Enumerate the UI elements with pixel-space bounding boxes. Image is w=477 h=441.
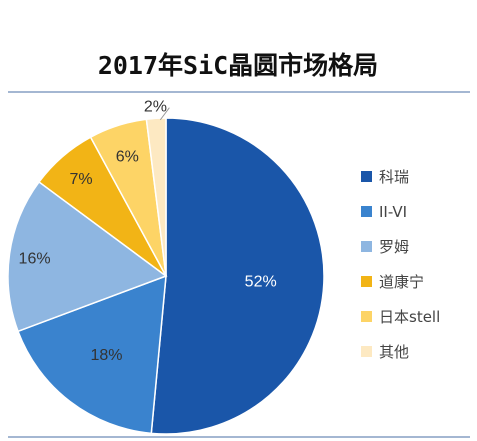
legend-label: 日本stell: [379, 308, 440, 326]
legend-label: II-VI: [379, 203, 407, 221]
slice-value-label: 16%: [19, 250, 51, 267]
legend-label: 其他: [379, 343, 409, 361]
legend-swatch: [361, 276, 372, 287]
legend-swatch: [361, 171, 372, 182]
slice-value-label: 18%: [90, 347, 122, 364]
pie-slice: [17, 274, 167, 435]
leader-line: [159, 107, 170, 121]
slice-value-label: 7%: [69, 171, 92, 188]
legend-swatch: [361, 311, 372, 322]
pie: [7, 117, 325, 435]
legend-label: 罗姆: [379, 238, 409, 256]
legend-swatch: [361, 241, 372, 252]
legend-swatch: [361, 206, 372, 217]
slice-value-label: 6%: [116, 149, 139, 166]
slice-labels: 52% 18% 16% 7% 6% 2%: [19, 99, 277, 364]
legend-label: 科瑞: [379, 168, 409, 186]
pie-slice: [145, 117, 167, 277]
legend-swatch: [361, 346, 372, 357]
pie-slice: [150, 117, 325, 435]
chart-title: 2017年SiC晶圆市场格局: [98, 51, 378, 80]
legend-label: 道康宁: [379, 273, 424, 291]
pie-slice: [7, 180, 168, 333]
slice-value-label: 52%: [245, 273, 277, 290]
slice-value-label: 2%: [144, 99, 167, 116]
